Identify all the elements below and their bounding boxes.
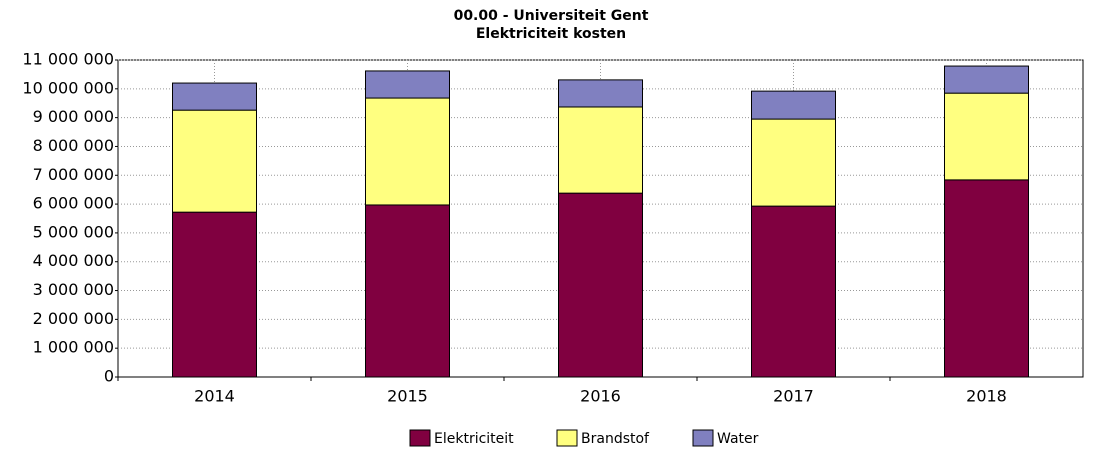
y-tick-label: 8 000 000 [33, 136, 114, 155]
bar-segment [558, 192, 643, 378]
chart-subtitle: Elektriciteit kosten [476, 26, 626, 42]
bar-segment [172, 82, 257, 111]
y-tick-label: 11 000 000 [22, 50, 114, 69]
bar-segment [751, 205, 836, 378]
x-tick-label: 2018 [966, 387, 1007, 406]
chart-title: 00.00 - Universiteit Gent [454, 8, 649, 24]
y-tick-label: 1 000 000 [33, 338, 114, 357]
legend-label: Brandstof [581, 431, 650, 447]
bar-segment [751, 118, 836, 207]
bar-segment [172, 211, 257, 378]
y-tick-label: 10 000 000 [22, 78, 114, 97]
bar-segment [751, 90, 836, 120]
x-tick-label: 2015 [387, 387, 428, 406]
legend-swatch [409, 429, 431, 447]
bar-segment [944, 65, 1029, 94]
y-tick-label: 0 [104, 367, 114, 386]
bar-segment [365, 204, 450, 378]
y-tick-label: 6 000 000 [33, 194, 114, 213]
x-tick-label: 2014 [194, 387, 235, 406]
legend-swatch [692, 429, 714, 447]
legend-label: Elektriciteit [434, 431, 514, 447]
legend-label: Water [717, 431, 759, 447]
bar-segment [172, 109, 257, 213]
x-tick-label: 2016 [580, 387, 621, 406]
bar-segment [558, 79, 643, 108]
y-tick-label: 7 000 000 [33, 165, 114, 184]
y-tick-label: 5 000 000 [33, 222, 114, 241]
y-tick-label: 3 000 000 [33, 280, 114, 299]
bar-segment [558, 106, 643, 194]
y-tick-label: 9 000 000 [33, 107, 114, 126]
bar-segment [944, 179, 1029, 378]
y-tick-label: 2 000 000 [33, 309, 114, 328]
x-tick-label: 2017 [773, 387, 814, 406]
y-tick-label: 4 000 000 [33, 251, 114, 270]
bar-segment [944, 92, 1029, 181]
legend-swatch [556, 429, 578, 447]
bar-segment [365, 97, 450, 206]
bar-segment [365, 70, 450, 99]
